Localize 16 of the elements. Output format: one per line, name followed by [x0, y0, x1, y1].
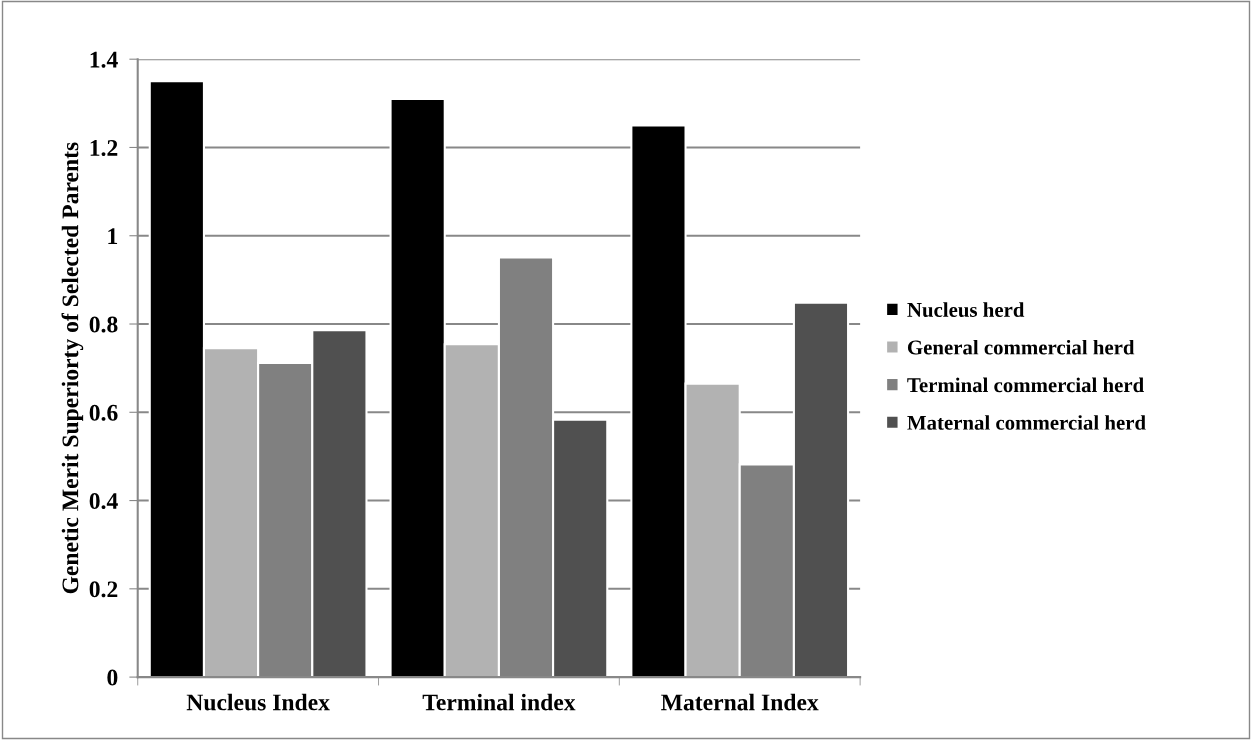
- y-tick-label: 1: [108, 228, 118, 244]
- x-tick-label: Terminal index: [422, 693, 576, 711]
- y-tick-label: 0: [107, 669, 118, 686]
- y-tick-label: 0.6: [89, 404, 118, 421]
- y-tick-label: 0.4: [89, 493, 118, 510]
- legend-label: Maternal commercial herd: [907, 415, 1146, 430]
- x-tick-label: Nucleus Index: [186, 693, 330, 711]
- y-tick-label: 0.2: [89, 581, 118, 598]
- legend-label: Nucleus herd: [907, 302, 1025, 317]
- legend-label: General commercial herd: [907, 339, 1135, 355]
- x-tick-label: Maternal Index: [661, 693, 819, 711]
- y-tick-label: 1.2: [90, 140, 118, 156]
- legend-label: Terminal commercial herd: [907, 377, 1144, 393]
- y-tick-label: 1.4: [90, 51, 118, 68]
- y-tick-label: 0.8: [89, 316, 118, 333]
- y-axis-title: Genetic Merit Superiorty of Selected Parents: [61, 142, 84, 594]
